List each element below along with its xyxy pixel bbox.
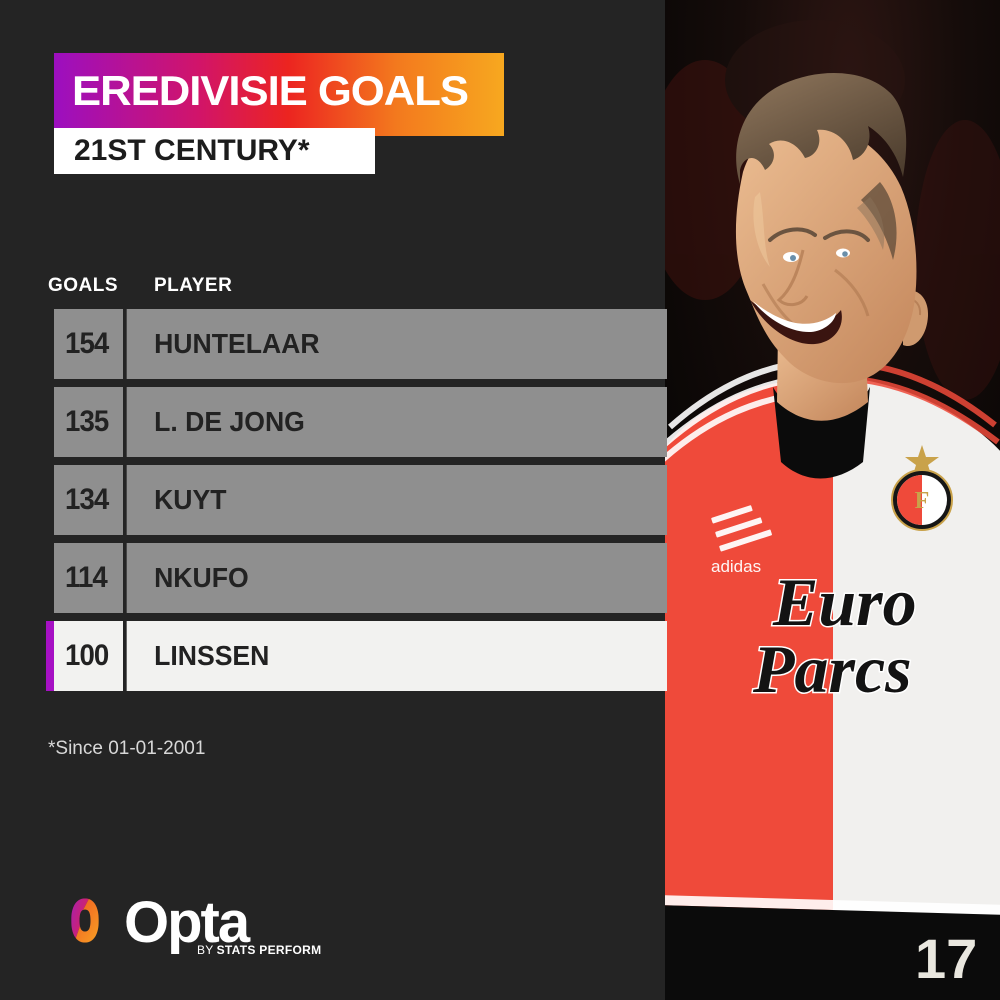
- svg-text:Parcs: Parcs: [752, 631, 912, 707]
- svg-text:17: 17: [915, 927, 977, 990]
- svg-text:adidas: adidas: [711, 557, 761, 576]
- svg-text:Euro: Euro: [772, 564, 917, 640]
- svg-text:F: F: [915, 488, 930, 514]
